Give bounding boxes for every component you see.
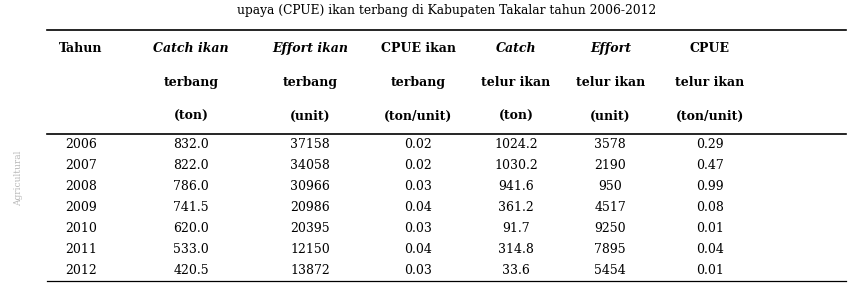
Text: 4517: 4517 <box>594 201 626 214</box>
Text: 2008: 2008 <box>65 180 97 193</box>
Text: 12150: 12150 <box>291 243 330 256</box>
Text: telur ikan: telur ikan <box>481 75 551 89</box>
Text: 741.5: 741.5 <box>173 201 209 214</box>
Text: Effort ikan: Effort ikan <box>272 42 348 55</box>
Text: 2012: 2012 <box>65 264 97 277</box>
Text: terbang: terbang <box>283 75 337 89</box>
Text: Effort: Effort <box>590 42 631 55</box>
Text: 7895: 7895 <box>594 243 626 256</box>
Text: 0.47: 0.47 <box>696 159 723 172</box>
Text: (ton/unit): (ton/unit) <box>676 110 744 123</box>
Text: 3578: 3578 <box>594 138 626 151</box>
Text: 361.2: 361.2 <box>498 201 534 214</box>
Text: Catch: Catch <box>496 42 536 55</box>
Text: 832.0: 832.0 <box>173 138 209 151</box>
Text: 620.0: 620.0 <box>173 222 209 235</box>
Text: 9250: 9250 <box>594 222 626 235</box>
Text: CPUE ikan: CPUE ikan <box>381 42 456 55</box>
Text: 0.04: 0.04 <box>405 243 432 256</box>
Text: 0.03: 0.03 <box>405 180 432 193</box>
Text: Catch ikan: Catch ikan <box>154 42 229 55</box>
Text: 941.6: 941.6 <box>498 180 534 193</box>
Text: 2190: 2190 <box>594 159 626 172</box>
Text: 34058: 34058 <box>291 159 330 172</box>
Text: 0.01: 0.01 <box>696 264 723 277</box>
Text: 0.03: 0.03 <box>405 222 432 235</box>
Text: 1024.2: 1024.2 <box>494 138 538 151</box>
Text: 2011: 2011 <box>65 243 97 256</box>
Text: upaya (CPUE) ikan terbang di Kabupaten Takalar tahun 2006-2012: upaya (CPUE) ikan terbang di Kabupaten T… <box>236 4 656 17</box>
Text: 2006: 2006 <box>65 138 97 151</box>
Text: (ton): (ton) <box>173 110 209 123</box>
Text: 20395: 20395 <box>291 222 330 235</box>
Text: 786.0: 786.0 <box>173 180 209 193</box>
Text: 2009: 2009 <box>65 201 97 214</box>
Text: terbang: terbang <box>164 75 218 89</box>
Text: 950: 950 <box>598 180 622 193</box>
Text: 0.03: 0.03 <box>405 264 432 277</box>
Text: 91.7: 91.7 <box>502 222 530 235</box>
Text: 0.29: 0.29 <box>696 138 723 151</box>
Text: 0.04: 0.04 <box>405 201 432 214</box>
Text: 0.01: 0.01 <box>696 222 723 235</box>
Text: 0.99: 0.99 <box>696 180 723 193</box>
Text: 533.0: 533.0 <box>173 243 209 256</box>
Text: telur ikan: telur ikan <box>675 75 745 89</box>
Text: 33.6: 33.6 <box>502 264 530 277</box>
Text: 20986: 20986 <box>291 201 330 214</box>
Text: (ton/unit): (ton/unit) <box>384 110 452 123</box>
Text: 0.08: 0.08 <box>696 201 723 214</box>
Text: 0.04: 0.04 <box>696 243 723 256</box>
Text: (unit): (unit) <box>590 110 631 123</box>
Text: 2007: 2007 <box>65 159 97 172</box>
Text: 822.0: 822.0 <box>173 159 209 172</box>
Text: 0.02: 0.02 <box>405 138 432 151</box>
Text: 2010: 2010 <box>65 222 97 235</box>
Text: (ton): (ton) <box>498 110 534 123</box>
Text: Tahun: Tahun <box>59 42 103 55</box>
Text: (unit): (unit) <box>290 110 331 123</box>
Text: terbang: terbang <box>391 75 445 89</box>
Text: telur ikan: telur ikan <box>575 75 645 89</box>
Text: 5454: 5454 <box>594 264 626 277</box>
Text: 37158: 37158 <box>291 138 330 151</box>
Text: 1030.2: 1030.2 <box>494 159 538 172</box>
Text: CPUE: CPUE <box>689 42 730 55</box>
Text: Agricultural: Agricultural <box>14 151 23 206</box>
Text: 30966: 30966 <box>291 180 330 193</box>
Text: 420.5: 420.5 <box>173 264 209 277</box>
Text: 0.02: 0.02 <box>405 159 432 172</box>
Text: 13872: 13872 <box>291 264 330 277</box>
Text: 314.8: 314.8 <box>498 243 534 256</box>
